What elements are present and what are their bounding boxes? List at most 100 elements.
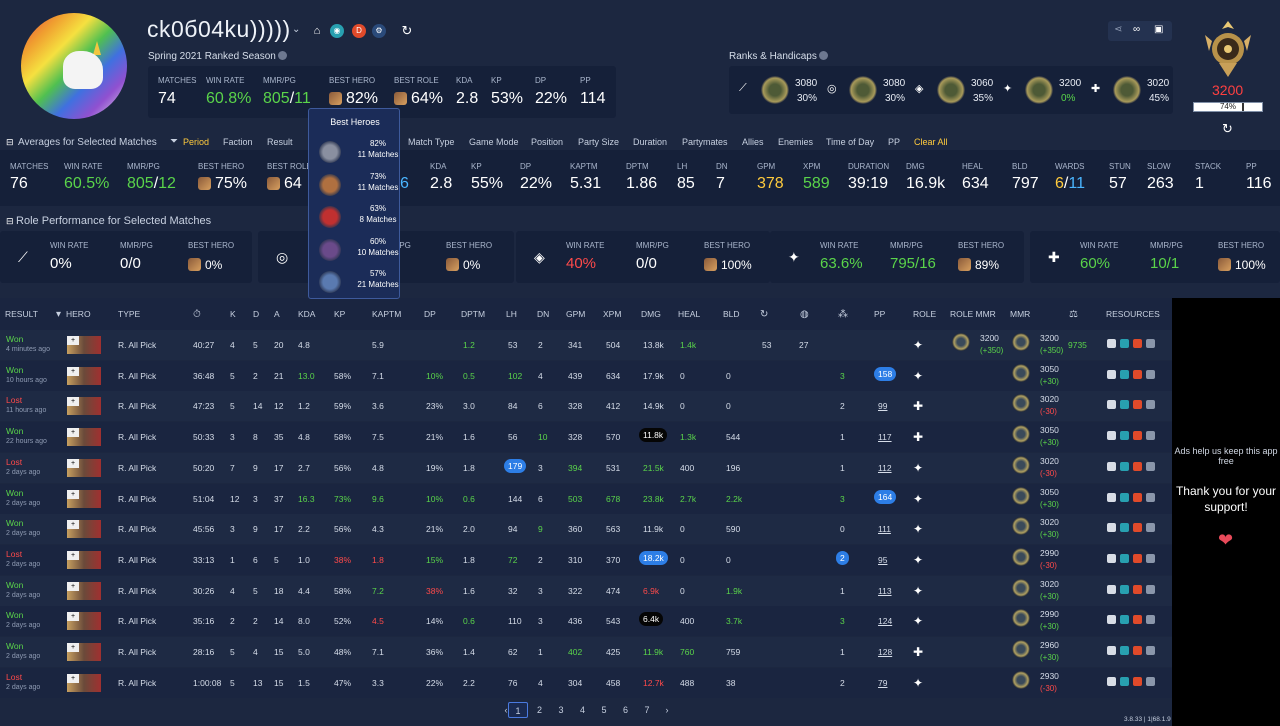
table-row[interactable]: Won 2 days ago + R. All Pick 45:56 3 9 17 2.2 56%…: [0, 514, 1172, 545]
dotabuff-link-icon[interactable]: [1133, 461, 1142, 471]
column-header-result[interactable]: RESULT: [5, 309, 38, 319]
copy-icon[interactable]: [1146, 461, 1155, 471]
copy-icon[interactable]: [1146, 584, 1155, 594]
link-icon[interactable]: ∞: [1133, 24, 1141, 35]
hero-portrait-icon[interactable]: +: [67, 397, 101, 416]
filter-period[interactable]: Period: [183, 137, 210, 147]
column-header-lh[interactable]: LH: [506, 309, 517, 319]
table-row[interactable]: Lost 2 days ago + R. All Pick 1:00:08 5 13 15 1.…: [0, 667, 1172, 698]
dotabuff-link-icon[interactable]: [1133, 676, 1142, 686]
charge-icon[interactable]: ↻: [760, 309, 769, 320]
column-header-rolemmr[interactable]: ROLE MMR: [950, 309, 996, 319]
filter-clear-all[interactable]: Clear All: [914, 137, 948, 147]
home-link-icon[interactable]: [1107, 431, 1116, 441]
refresh-icon[interactable]: ↻: [401, 23, 413, 38]
copy-icon[interactable]: [1146, 676, 1155, 686]
dotabuff-link-icon[interactable]: [1133, 584, 1142, 594]
copy-icon[interactable]: [1146, 492, 1155, 502]
home-icon[interactable]: ⌂: [313, 25, 321, 37]
column-header-pp[interactable]: PP: [874, 309, 886, 319]
opendota-link-icon[interactable]: [1120, 461, 1129, 471]
hero-portrait-icon[interactable]: +: [67, 489, 101, 508]
dotabuff-link-icon[interactable]: [1133, 523, 1142, 533]
home-link-icon[interactable]: [1107, 339, 1116, 348]
home-link-icon[interactable]: [1107, 676, 1116, 686]
dotabuff-link-icon[interactable]: [1133, 431, 1142, 441]
column-header-xpm[interactable]: XPM: [603, 309, 622, 319]
home-link-icon[interactable]: [1107, 369, 1116, 379]
prev-page-button[interactable]: ‹: [504, 705, 508, 715]
table-row[interactable]: Won 2 days ago + R. All Pick 30:26 4 5 18 4.4 58%…: [0, 575, 1172, 606]
opendota-link-icon[interactable]: [1120, 431, 1129, 441]
opendota-icon[interactable]: ◉: [330, 24, 344, 38]
hero-portrait-icon[interactable]: +: [67, 336, 101, 354]
home-link-icon[interactable]: [1107, 400, 1116, 410]
page-button[interactable]: 3: [558, 705, 564, 715]
hero-portrait-icon[interactable]: +: [67, 458, 101, 477]
table-row[interactable]: Won 10 hours ago + R. All Pick 36:48 5 2 21 13.0…: [0, 360, 1172, 391]
clock-icon[interactable]: ⏱: [193, 309, 201, 320]
copy-icon[interactable]: [1146, 400, 1155, 410]
filter-faction[interactable]: Faction: [223, 137, 253, 147]
table-row[interactable]: Won 4 minutes ago + R. All Pick 40:27 4 5 20 4.8…: [0, 330, 1172, 360]
opendota-link-icon[interactable]: [1120, 676, 1129, 686]
column-header-gpm[interactable]: GPM: [566, 309, 586, 319]
filter-game-mode[interactable]: Game Mode: [469, 137, 519, 147]
copy-icon[interactable]: [1146, 431, 1155, 441]
hero-portrait-icon[interactable]: +: [67, 520, 101, 539]
filter-pp[interactable]: PP: [888, 137, 901, 147]
sort-icon[interactable]: ▾: [56, 309, 62, 320]
cell-pp[interactable]: 117: [878, 432, 892, 443]
cell-pp[interactable]: 95: [878, 554, 888, 565]
filter-time-of-day[interactable]: Time of Day: [826, 137, 875, 147]
column-header-dn[interactable]: DN: [537, 309, 550, 319]
opendota-link-icon[interactable]: [1120, 584, 1129, 594]
home-link-icon[interactable]: [1107, 492, 1116, 502]
filter-enemies[interactable]: Enemies: [778, 137, 814, 147]
opendota-link-icon[interactable]: [1120, 615, 1129, 625]
filter-duration[interactable]: Duration: [633, 137, 668, 147]
refresh-mmr-icon[interactable]: ↻: [1222, 121, 1233, 136]
hero-portrait-icon[interactable]: +: [67, 643, 101, 661]
dotabuff-link-icon[interactable]: [1133, 646, 1142, 655]
cell-pp[interactable]: 164: [874, 489, 897, 504]
page-button[interactable]: 5: [601, 705, 607, 715]
opendota-link-icon[interactable]: [1120, 492, 1129, 502]
home-link-icon[interactable]: [1107, 553, 1116, 563]
next-page-button[interactable]: ›: [665, 705, 669, 715]
filter-party-size[interactable]: Party Size: [578, 137, 620, 147]
column-header-hero[interactable]: HERO: [66, 309, 91, 319]
table-row[interactable]: Won 22 hours ago + R. All Pick 50:33 3 8 35 4.8 5…: [0, 422, 1172, 453]
cell-pp[interactable]: 99: [878, 401, 888, 412]
home-link-icon[interactable]: [1107, 646, 1116, 655]
column-header-d[interactable]: D: [253, 309, 260, 319]
hero-portrait-icon[interactable]: +: [67, 612, 101, 631]
copy-icon[interactable]: [1146, 369, 1155, 379]
steam-icon[interactable]: ⚙: [372, 24, 386, 38]
dotabuff-link-icon[interactable]: [1133, 615, 1142, 625]
opendota-link-icon[interactable]: [1120, 553, 1129, 563]
column-header-heal[interactable]: HEAL: [678, 309, 701, 319]
filter-match-type[interactable]: Match Type: [408, 137, 455, 147]
dotabuff-link-icon[interactable]: [1133, 400, 1142, 410]
home-link-icon[interactable]: [1107, 461, 1116, 471]
column-header-kp[interactable]: KP: [334, 309, 346, 319]
hero-portrait-icon[interactable]: +: [67, 673, 101, 692]
cell-pp[interactable]: 111: [878, 524, 891, 535]
opendota-link-icon[interactable]: [1120, 339, 1129, 348]
tower-icon[interactable]: ⁂: [838, 309, 848, 320]
dotabuff-link-icon[interactable]: [1133, 553, 1142, 563]
dotabuff-link-icon[interactable]: [1133, 339, 1142, 348]
dotabuff-icon[interactable]: D: [352, 24, 366, 38]
column-header-resources[interactable]: RESOURCES: [1106, 309, 1160, 319]
cell-pp[interactable]: 158: [874, 366, 897, 381]
cell-pp[interactable]: 112: [878, 462, 892, 473]
filter-partymates[interactable]: Partymates: [682, 137, 728, 147]
table-row[interactable]: Lost 2 days ago + R. All Pick 33:13 1 6 5 1.0 38%…: [0, 544, 1172, 575]
page-button[interactable]: 4: [579, 705, 585, 715]
column-header-type[interactable]: TYPE: [118, 309, 141, 319]
opendota-link-icon[interactable]: [1120, 369, 1129, 379]
hero-portrait-icon[interactable]: +: [67, 366, 101, 385]
opendota-link-icon[interactable]: [1120, 646, 1129, 655]
hero-portrait-icon[interactable]: +: [67, 550, 101, 569]
